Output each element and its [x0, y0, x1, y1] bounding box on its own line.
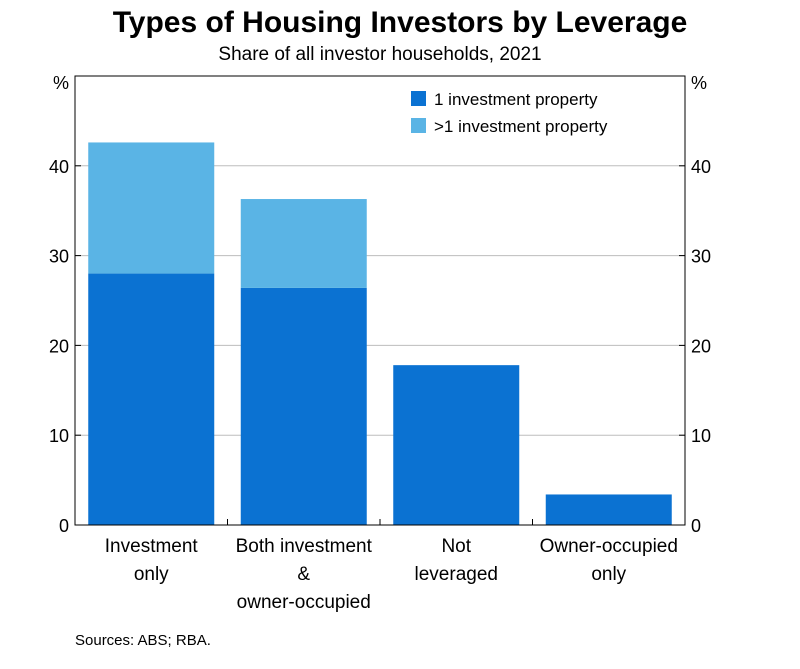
category-label: Not — [441, 536, 471, 557]
category-label: Owner-occupied — [540, 536, 678, 557]
y-tick-label-right: 40 — [691, 157, 711, 177]
category-label: only — [591, 564, 626, 585]
y-tick-label-left: 40 — [49, 157, 69, 177]
y-tick-label-right: 30 — [691, 247, 711, 267]
bar-multi-property — [240, 199, 367, 288]
bar-one-property — [240, 287, 367, 525]
bar-one-property — [393, 365, 520, 525]
y-tick-label-right: 10 — [691, 426, 711, 446]
bar-one-property — [88, 273, 215, 525]
y-tick-label-left: 20 — [49, 336, 69, 356]
legend-label: >1 investment property — [434, 117, 608, 136]
chart-title: Types of Housing Investors by Leverage — [112, 6, 688, 39]
chart-subtitle: Share of all investor households, 2021 — [218, 44, 542, 65]
category-label: leveraged — [415, 564, 498, 585]
legend-swatch — [411, 91, 426, 106]
bar-one-property — [545, 494, 672, 525]
legend-label: 1 investment property — [434, 90, 598, 109]
y-tick-label-right: 20 — [691, 336, 711, 356]
bar-multi-property — [88, 142, 215, 274]
category-label: owner-occupied — [237, 592, 371, 613]
category-label: & — [297, 564, 310, 585]
legend-swatch — [411, 118, 426, 133]
source-note: Sources: ABS; RBA. — [75, 632, 211, 649]
category-label: Investment — [105, 536, 199, 557]
y-unit-left: % — [53, 73, 69, 93]
y-tick-label-left: 10 — [49, 426, 69, 446]
y-tick-label-right: 0 — [691, 516, 701, 536]
category-label: Both investment — [236, 536, 373, 557]
category-label: only — [134, 564, 169, 585]
y-tick-label-left: 30 — [49, 247, 69, 267]
y-tick-label-left: 0 — [59, 516, 69, 536]
y-unit-right: % — [691, 73, 707, 93]
